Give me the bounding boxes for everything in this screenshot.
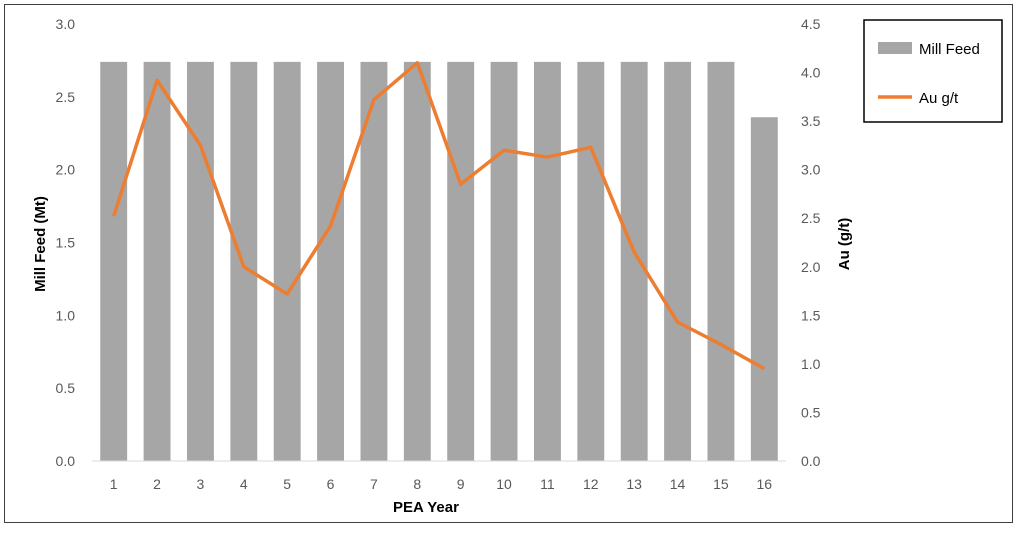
x-tick-label: 4 <box>240 476 248 492</box>
right-tick-label: 4.5 <box>801 16 821 32</box>
left-axis-title: Mill Feed (Mt) <box>32 196 49 292</box>
x-tick-label: 6 <box>327 476 335 492</box>
x-tick-label: 12 <box>583 476 599 492</box>
x-tick-label: 3 <box>197 476 205 492</box>
x-tick-label: 5 <box>283 476 291 492</box>
right-tick-label: 3.0 <box>801 162 821 178</box>
right-tick-label: 0.5 <box>801 404 821 420</box>
right-tick-label: 2.0 <box>801 259 821 275</box>
x-tick-label: 1 <box>110 476 118 492</box>
x-tick-label: 15 <box>713 476 729 492</box>
mill-feed-bar <box>317 61 345 462</box>
mill-feed-bar <box>620 61 648 462</box>
mill-feed-bar <box>664 61 692 462</box>
right-tick-label: 2.5 <box>801 210 821 226</box>
mill-feed-bar <box>533 61 561 462</box>
left-tick-label: 3.0 <box>56 16 76 32</box>
mill-feed-bar <box>403 61 431 462</box>
left-tick-label: 2.5 <box>56 89 76 105</box>
x-tick-label: 13 <box>626 476 642 492</box>
mill-feed-bar <box>577 61 605 462</box>
left-tick-label: 0.5 <box>56 380 76 396</box>
x-tick-label: 10 <box>496 476 512 492</box>
left-axis-ticks: 0.0 0.5 1.0 1.5 2.0 2.5 3.0 <box>56 16 76 469</box>
right-tick-label: 1.0 <box>801 356 821 372</box>
mill-feed-bar <box>100 61 128 462</box>
x-tick-label: 14 <box>670 476 686 492</box>
mill-feed-bar <box>230 61 258 462</box>
legend-label-au: Au g/t <box>919 90 959 107</box>
left-tick-label: 1.0 <box>56 307 76 323</box>
x-tick-label: 8 <box>413 476 421 492</box>
right-tick-label: 0.0 <box>801 453 821 469</box>
legend-box <box>863 19 1003 123</box>
right-tick-label: 4.0 <box>801 65 821 81</box>
right-axis-title: Au (g/t) <box>836 218 853 270</box>
legend-label-mill-feed: Mill Feed <box>919 41 980 58</box>
x-axis-title: PEA Year <box>393 499 459 516</box>
mill-feed-bar <box>750 117 778 461</box>
mill-feed-bar <box>360 61 388 462</box>
right-tick-label: 1.5 <box>801 307 821 323</box>
right-axis-ticks: 0.0 0.5 1.0 1.5 2.0 2.5 3.0 3.5 4.0 4.5 <box>801 16 821 469</box>
au-grade-line <box>112 61 766 371</box>
x-tick-label: 11 <box>540 476 555 492</box>
x-axis-ticks: 1 2 3 4 5 6 7 8 9 10 11 12 13 14 15 16 <box>110 476 773 492</box>
mill-feed-bar <box>490 61 518 462</box>
legend: Mill Feed Au g/t <box>863 19 1003 123</box>
mill-feed-bars <box>100 61 778 462</box>
right-tick-label: 3.5 <box>801 113 821 129</box>
mill-feed-bar <box>447 61 475 462</box>
x-tick-label: 2 <box>153 476 161 492</box>
mill-feed-bar <box>143 61 171 462</box>
x-tick-label: 9 <box>457 476 465 492</box>
x-tick-label: 7 <box>370 476 378 492</box>
left-tick-label: 2.0 <box>56 162 76 178</box>
left-tick-label: 1.5 <box>56 235 76 251</box>
mill-feed-bar <box>186 61 214 462</box>
mill-feed-bar <box>707 61 735 462</box>
mill-feed-bar <box>273 61 301 462</box>
legend-swatch-mill-feed <box>878 42 912 54</box>
left-tick-label: 0.0 <box>56 453 76 469</box>
x-tick-label: 16 <box>757 476 773 492</box>
